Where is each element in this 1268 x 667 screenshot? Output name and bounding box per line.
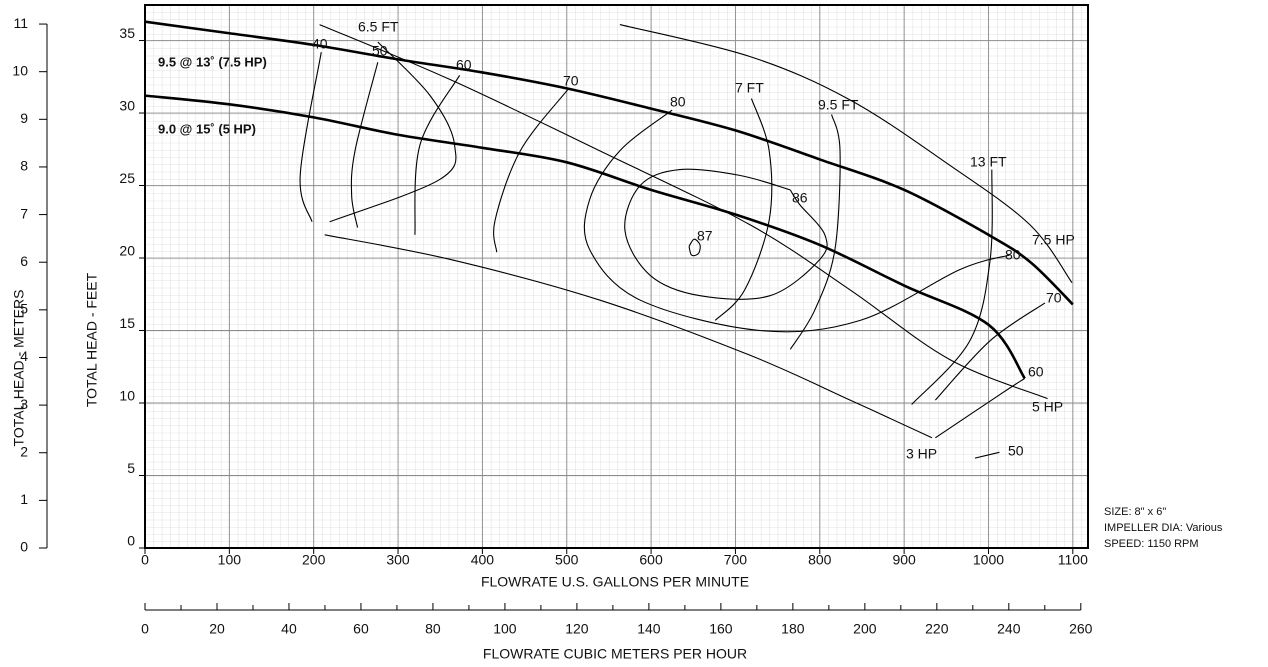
- y-tick-label: 30: [119, 98, 135, 114]
- x-tick-label: 500: [555, 552, 579, 568]
- performance-curve: [934, 302, 1046, 401]
- x2-tick-label: 20: [209, 621, 225, 637]
- curve-label: 13 FT: [970, 154, 1007, 170]
- y2-tick-label: 11: [13, 15, 28, 31]
- x-tick-label: 1100: [1058, 552, 1088, 568]
- x2-tick-label: 180: [781, 621, 805, 637]
- y2-tick-label: 8: [20, 158, 28, 174]
- y-tick-label: 10: [119, 388, 135, 404]
- y-tick-label: 35: [119, 25, 135, 41]
- head-curve: [144, 20, 1074, 306]
- curve-label: 9.5 @ 13˚ (7.5 HP): [158, 54, 267, 69]
- note: SIZE: 8" x 6": [1104, 506, 1166, 518]
- x-tick-label: 300: [386, 552, 410, 568]
- y-tick-label: 25: [119, 170, 135, 186]
- performance-curve: [624, 168, 828, 300]
- x-axis-title: FLOWRATE U.S. GALLONS PER MINUTE: [481, 574, 749, 590]
- curve-label: 3 HP: [906, 446, 937, 462]
- y2-tick-label: 6: [20, 253, 28, 269]
- curve-label: 9.5 FT: [818, 97, 859, 113]
- y2-tick-label: 9: [20, 110, 28, 126]
- performance-curve: [324, 234, 933, 439]
- y-tick-label: 15: [119, 315, 135, 331]
- y-tick-label: 5: [127, 460, 135, 476]
- x-tick-label: 0: [141, 552, 149, 568]
- performance-curve: [974, 451, 1000, 459]
- y2-tick-label: 1: [20, 491, 28, 507]
- y2-axis-title: TOTAL HEAD - METERS: [11, 290, 27, 447]
- performance-curve: [583, 109, 1010, 333]
- x2-tick-label: 40: [281, 621, 297, 637]
- y2-tick-label: 7: [20, 205, 28, 221]
- curve-label: 5 HP: [1032, 399, 1063, 415]
- head-curve: [144, 94, 1026, 380]
- x-tick-label: 200: [302, 552, 326, 568]
- performance-curve: [329, 41, 457, 223]
- y2-tick-label: 4: [20, 348, 28, 364]
- performance-curve: [789, 114, 841, 350]
- x-tick-label: 400: [471, 552, 495, 568]
- x2-tick-label: 200: [853, 621, 877, 637]
- performance-curve: [935, 377, 1026, 439]
- x-tick-label: 700: [724, 552, 748, 568]
- performance-curve: [619, 24, 1073, 283]
- performance-curve: [319, 24, 1048, 400]
- curve-label: 60: [456, 57, 472, 73]
- x2-tick-label: 100: [493, 621, 517, 637]
- curve-label: 80: [1005, 247, 1021, 263]
- x-tick-label: 900: [892, 552, 916, 568]
- curve-label: 70: [1046, 290, 1062, 306]
- curve-label: 40: [312, 36, 328, 52]
- curve-label: 70: [563, 73, 579, 89]
- major-grid: [144, 5, 1088, 549]
- x-tick-label: 100: [218, 552, 242, 568]
- performance-curve: [350, 62, 379, 228]
- plot-frame: [144, 4, 1089, 549]
- curve-label: 7.5 HP: [1032, 232, 1075, 248]
- x2-tick-label: 80: [425, 621, 441, 637]
- x2-tick-label: 60: [353, 621, 369, 637]
- minor-grid: [145, 5, 1088, 548]
- x2-axis-title: FLOWRATE CUBIC METERS PER HOUR: [483, 646, 747, 662]
- curve-label: 87: [697, 228, 713, 244]
- x-tick-label: 800: [808, 552, 832, 568]
- performance-curve: [911, 169, 993, 405]
- x2-tick-label: 240: [997, 621, 1021, 637]
- x2-tick-label: 140: [637, 621, 661, 637]
- curve-label: 6.5 FT: [358, 19, 399, 35]
- x2-tick-label: 220: [925, 621, 949, 637]
- curve-label: 80: [670, 94, 686, 110]
- x-tick-label: 1000: [973, 552, 1004, 568]
- curve-label: 60: [1028, 364, 1044, 380]
- curve-label: 50: [1008, 443, 1024, 459]
- note: SPEED: 1150 RPM: [1104, 538, 1199, 550]
- performance-curve: [493, 89, 569, 253]
- curve-label: 50: [372, 43, 388, 59]
- y2-tick-label: 10: [12, 62, 28, 78]
- performance-curve: [714, 98, 773, 321]
- curves: [144, 20, 1074, 459]
- x2-tick-label: 160: [709, 621, 733, 637]
- curve-label: 7 FT: [735, 80, 764, 96]
- x2-tick-label: 260: [1069, 621, 1093, 637]
- y2-tick-label: 2: [20, 443, 28, 459]
- y-axis-title: TOTAL HEAD - FEET: [84, 272, 100, 407]
- y2-tick-label: 5: [20, 301, 28, 317]
- curve-label: 86: [792, 190, 808, 206]
- performance-curve: [688, 238, 701, 257]
- curve-label: 9.0 @ 15˚ (5 HP): [158, 121, 256, 136]
- x2-tick-label: 0: [141, 621, 149, 637]
- y2-tick-label: 0: [20, 539, 28, 555]
- y2-tick-label: 3: [20, 396, 28, 412]
- x-tick-label: 600: [639, 552, 663, 568]
- note: IMPELLER DIA: Various: [1104, 522, 1223, 534]
- y-tick-label: 20: [119, 243, 135, 259]
- y-tick-label: 0: [127, 533, 135, 549]
- performance-curve: [299, 52, 322, 222]
- performance-curve: [414, 75, 461, 235]
- x2-tick-label: 120: [565, 621, 589, 637]
